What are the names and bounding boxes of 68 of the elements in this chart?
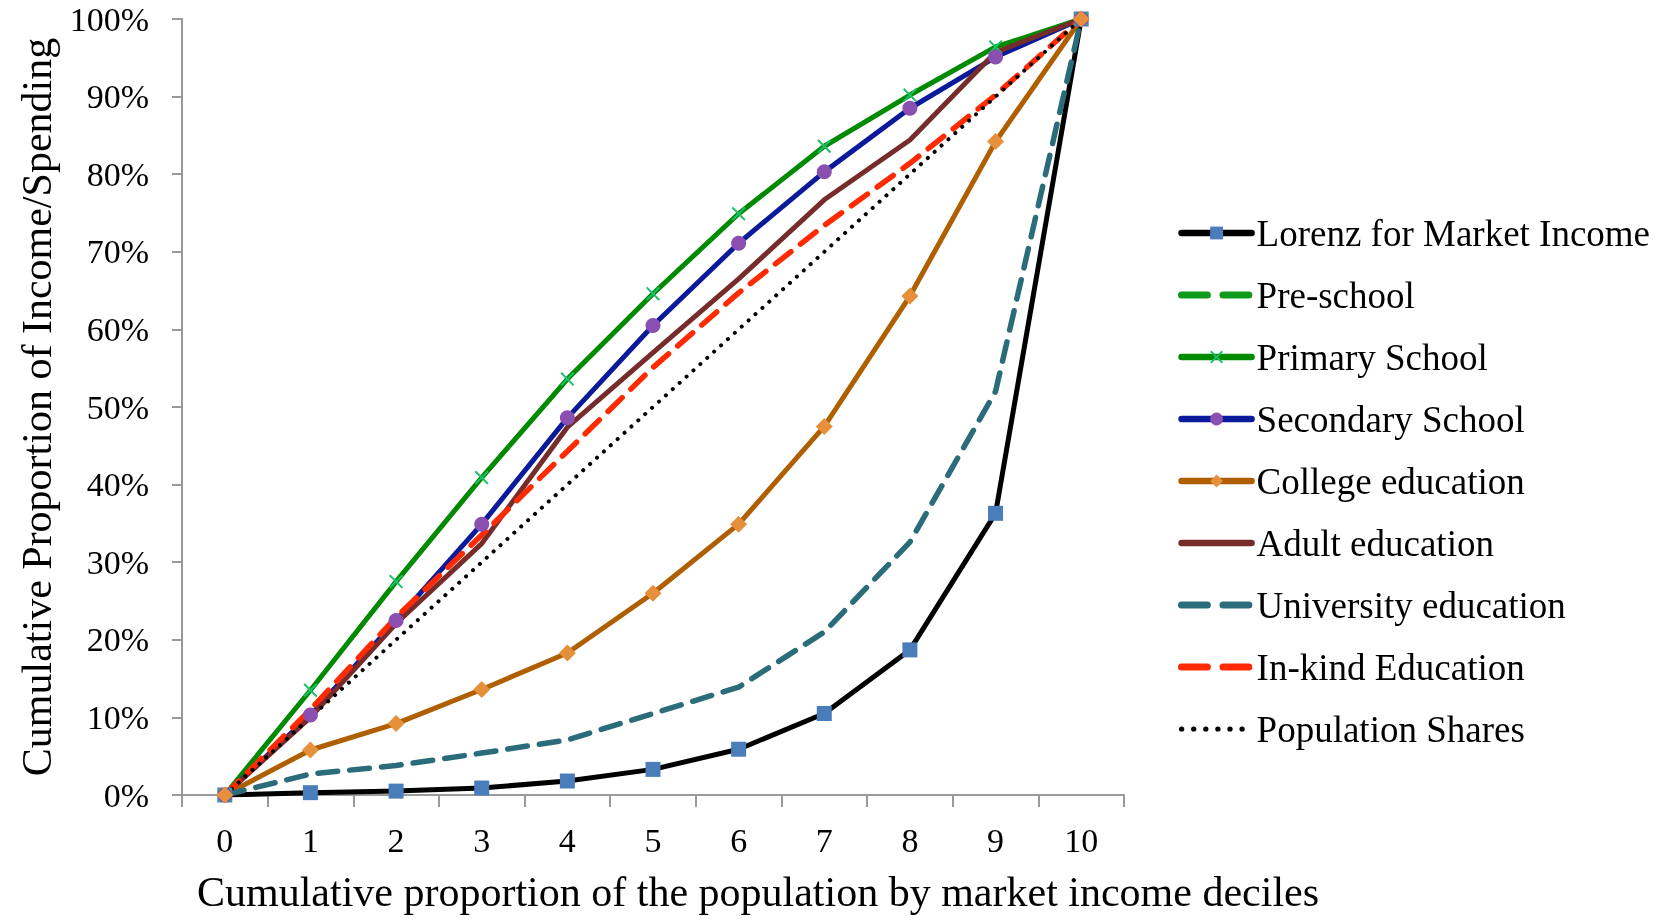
- point: [558, 644, 576, 662]
- legend-label: Adult education: [1256, 522, 1494, 564]
- x-tick-label: 7: [815, 821, 833, 859]
- y-tick-label: 100%: [69, 0, 149, 38]
- y-tick-label: 60%: [86, 310, 149, 348]
- x-tick-label: 1: [301, 821, 319, 859]
- point: [988, 505, 1004, 521]
- x-tick-label: 9: [987, 821, 1005, 859]
- y-tick-label: 80%: [86, 155, 149, 193]
- y-tick-label: 30%: [86, 543, 149, 581]
- point: [301, 741, 319, 759]
- point: [474, 780, 490, 796]
- legend-label: Primary School: [1256, 336, 1488, 378]
- point: [302, 785, 318, 801]
- point: [816, 706, 832, 722]
- point: [817, 139, 832, 154]
- legend-label: In-kind Education: [1256, 646, 1525, 688]
- x-axis-title: Cumulative proportion of the population by market income deciles: [196, 869, 1320, 915]
- legend-label: Secondary School: [1256, 398, 1525, 440]
- point: [302, 707, 318, 723]
- legend-label: University education: [1256, 584, 1566, 626]
- legend-label: College education: [1256, 460, 1525, 502]
- y-tick-label: 10%: [86, 698, 149, 736]
- point: [559, 773, 575, 789]
- point: [387, 715, 405, 733]
- point: [644, 584, 662, 602]
- point: [901, 287, 919, 305]
- point: [646, 286, 660, 301]
- point: [815, 417, 833, 435]
- point: [645, 761, 661, 777]
- y-tick-label: 40%: [86, 466, 149, 504]
- point: [388, 612, 404, 628]
- x-tick-label: 8: [901, 821, 919, 859]
- point: [902, 642, 918, 658]
- x-tick-label: 2: [387, 821, 405, 859]
- point: [474, 516, 490, 532]
- x-tick-label: 3: [473, 821, 491, 859]
- point: [389, 574, 404, 589]
- x-tick-label: 4: [558, 821, 576, 859]
- point: [474, 470, 489, 485]
- point: [731, 235, 747, 251]
- y-tick-label: 90%: [86, 78, 149, 116]
- x-tick-label: 0: [216, 821, 234, 859]
- point: [473, 680, 491, 698]
- point: [645, 318, 661, 334]
- y-axis-title: Cumulative Proportion of Income/Spending: [14, 37, 60, 777]
- y-tick-label: 50%: [86, 388, 149, 426]
- point: [560, 372, 575, 387]
- legend-label: Population Shares: [1256, 708, 1525, 750]
- point: [730, 515, 748, 533]
- point: [388, 783, 404, 799]
- x-tick-label: 10: [1064, 821, 1099, 859]
- point: [816, 164, 832, 180]
- point: [303, 683, 318, 698]
- point: [559, 410, 575, 426]
- point: [988, 49, 1004, 65]
- point: [902, 100, 918, 116]
- point: [987, 133, 1005, 151]
- y-tick-label: 20%: [86, 621, 149, 659]
- point: [902, 88, 917, 103]
- x-tick-label: 6: [730, 821, 748, 859]
- y-tick-label: 0%: [103, 776, 149, 814]
- point: [731, 741, 747, 757]
- y-tick-label: 70%: [86, 233, 149, 271]
- x-tick-label: 5: [644, 821, 662, 859]
- point: [731, 206, 746, 221]
- legend-label: Pre-school: [1256, 274, 1415, 316]
- legend-label: Lorenz for Market Income: [1256, 212, 1651, 254]
